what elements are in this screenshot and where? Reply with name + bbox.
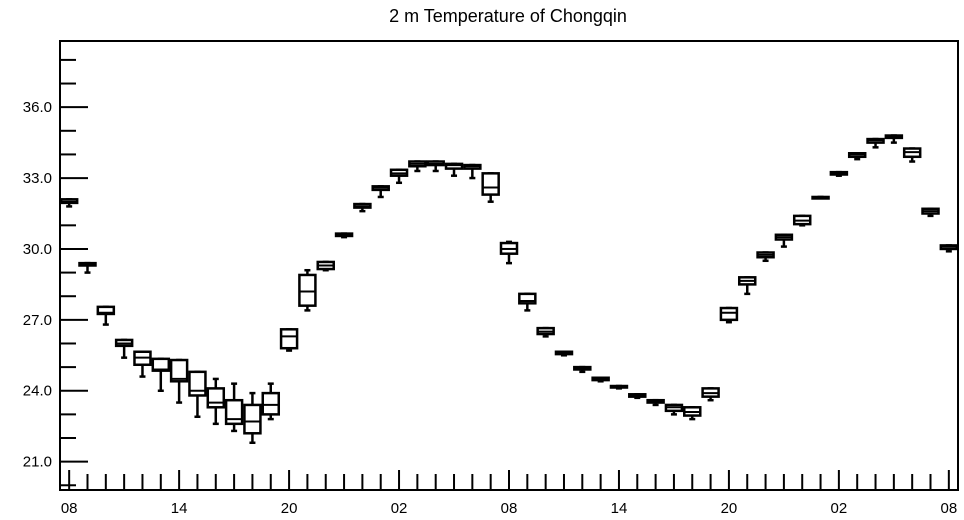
box-11: [261, 382, 281, 421]
box-16: [353, 202, 372, 213]
box-body: [224, 398, 244, 426]
box-28: [573, 365, 592, 374]
box-1: [78, 261, 97, 274]
box-5: [151, 357, 171, 392]
box-47: [921, 207, 940, 218]
box-22: [463, 163, 482, 180]
box-body: [518, 292, 537, 305]
box-body: [444, 162, 464, 170]
x-tick-label: 20: [281, 500, 298, 517]
box-40: [792, 214, 812, 227]
box-body: [298, 273, 317, 307]
box-9: [224, 382, 244, 433]
box-27: [554, 350, 574, 357]
y-tick-label: 27.0: [23, 312, 52, 329]
box-body: [169, 358, 189, 383]
box-19: [408, 160, 427, 173]
box-35: [701, 387, 720, 402]
box-4: [133, 350, 152, 378]
x-tick-label: 08: [61, 500, 78, 517]
box-25: [518, 292, 537, 312]
box-41: [811, 195, 830, 200]
box-39: [774, 233, 794, 248]
box-body: [719, 306, 739, 322]
plot-border: [59, 40, 959, 491]
box-series: [59, 134, 959, 444]
plot-frame: [59, 40, 959, 491]
box-42: [829, 170, 849, 177]
box-3: [114, 338, 134, 359]
box-2: [96, 305, 116, 326]
x-tick-label: 02: [831, 500, 848, 517]
box-46: [902, 147, 922, 163]
box-31: [628, 393, 647, 400]
box-15: [334, 232, 354, 239]
box-body: [151, 357, 171, 372]
box-8: [206, 377, 226, 426]
box-21: [444, 162, 464, 177]
box-body: [188, 370, 207, 397]
x-tick-label: 08: [940, 500, 957, 517]
box-34: [683, 406, 702, 421]
x-tick-label: 20: [721, 500, 738, 517]
box-38: [756, 251, 775, 263]
box-body: [481, 172, 500, 196]
box-29: [591, 376, 610, 383]
box-43: [847, 152, 867, 161]
box-10: [243, 391, 262, 444]
x-axis: 08 14 20 02 08 14 20 02 08: [61, 470, 957, 517]
chart-title: 2 m Temperature of Chongqin: [389, 6, 627, 26]
x-tick-label: 14: [171, 500, 188, 517]
y-axis: 21.0 24.0 27.0 30.0 33.0 36.0: [23, 58, 88, 487]
box-0: [59, 198, 79, 208]
y-tick-label: 30.0: [23, 241, 52, 258]
y-tick-label: 36.0: [23, 99, 52, 116]
box-37: [737, 276, 757, 296]
box-20: [426, 160, 445, 173]
box-body: [261, 391, 281, 416]
box-7: [188, 370, 207, 418]
box-32: [646, 398, 665, 407]
box-45: [884, 134, 904, 144]
y-tick-label: 33.0: [23, 170, 52, 187]
box-14: [316, 260, 335, 272]
box-body: [243, 403, 262, 435]
box-48: [939, 244, 959, 253]
box-23: [481, 172, 500, 203]
box-18: [389, 168, 409, 185]
x-tick-label: 08: [501, 500, 518, 517]
y-tick-label: 24.0: [23, 383, 52, 400]
box-body: [96, 305, 116, 316]
y-tick-label: 21.0: [23, 454, 52, 471]
box-26: [536, 326, 555, 338]
box-13: [298, 268, 317, 312]
box-6: [169, 358, 189, 404]
box-30: [609, 384, 629, 390]
box-33: [664, 403, 684, 416]
box-body: [279, 328, 299, 350]
box-24: [499, 240, 519, 265]
x-tick-label: 14: [611, 500, 628, 517]
box-36: [719, 306, 739, 324]
x-tick-label: 02: [391, 500, 408, 517]
box-17: [371, 185, 390, 199]
box-12: [279, 328, 299, 352]
box-body: [206, 387, 226, 409]
box-44: [866, 137, 885, 149]
